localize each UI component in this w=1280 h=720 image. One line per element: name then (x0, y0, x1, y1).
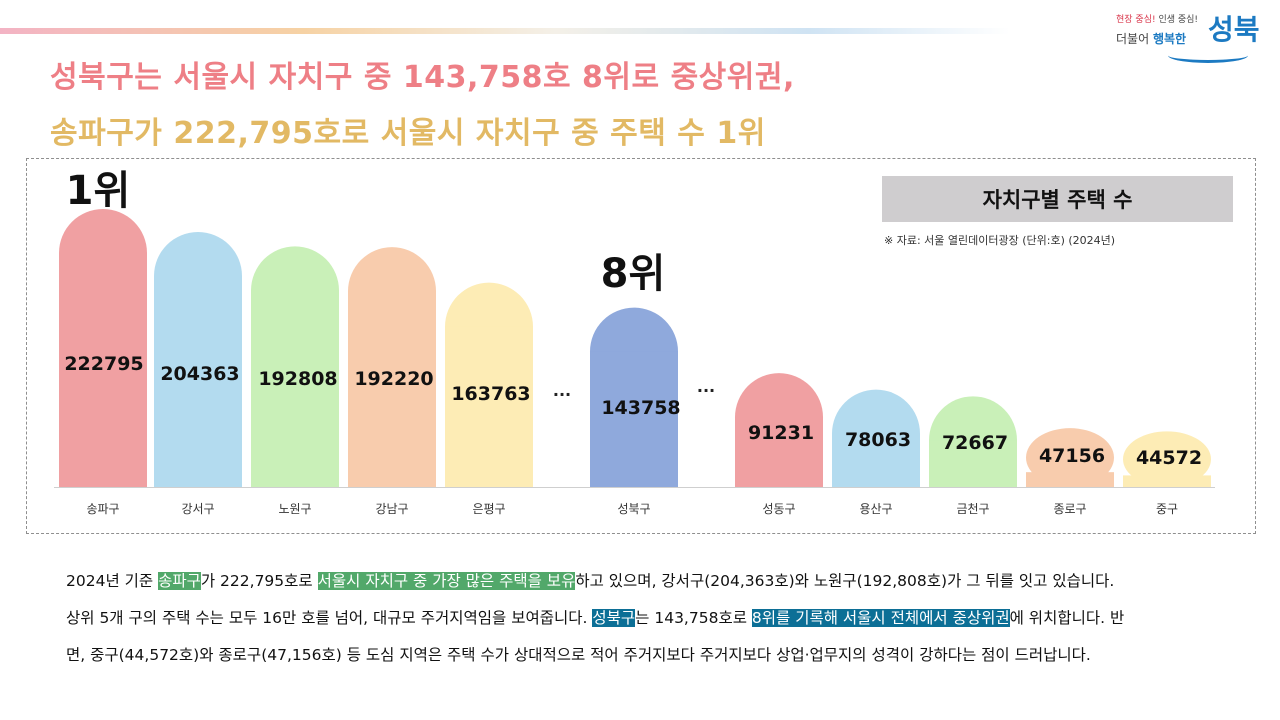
gap-ellipsis-2: ... (697, 377, 715, 396)
summary-text: 면, 중구(44,572호)와 종로구(47,156호) 등 도심 지역은 주택… (66, 646, 1091, 664)
summary-text: 에 위치합니다. 반 (1009, 609, 1125, 627)
bar-body-gangnam (348, 291, 436, 487)
bar-body-eunpyeong (445, 326, 533, 487)
bar-body-seongdong (735, 417, 823, 487)
value-label-seongdong: 91231 (748, 422, 814, 444)
chart-frame (26, 158, 1256, 534)
value-label-eunpyeong: 163763 (451, 383, 530, 405)
summary-text: 상위 5개 구의 주택 수는 모두 16만 호를 넘어, 대규모 주거지역임을 … (66, 609, 593, 627)
category-label-gangseo: 강서구 (181, 502, 214, 516)
bar-body-junggu (1123, 475, 1211, 487)
category-label-seongdong: 성동구 (762, 502, 795, 516)
category-label-seongbuk: 성북구 (617, 502, 650, 516)
value-label-gangnam: 192220 (354, 368, 433, 390)
highlight-text: 서울시 자치구 중 가장 많은 주택을 보유 (317, 572, 576, 590)
category-label-yongsan: 용산구 (859, 502, 892, 516)
summary-text: 하고 있으며, 강서구(204,363호)와 노원구(192,808호)가 그 … (575, 572, 1115, 590)
top-gradient-line (0, 28, 1010, 34)
bar-body-songpa (59, 253, 147, 487)
summary-paragraph-2: 상위 5개 구의 주택 수는 모두 16만 호를 넘어, 대규모 주거지역임을 … (66, 606, 1246, 630)
logo-wordmark: 성북 (1208, 13, 1260, 46)
headline-line-1: 성북구는 서울시 자치구 중 143,758호 8위로 중상위권, (50, 60, 795, 95)
value-label-seongbuk: 143758 (601, 397, 680, 419)
category-label-jongno: 종로구 (1053, 502, 1086, 516)
summary-text: 2024년 기준 (66, 572, 159, 590)
highlight-text: 8위를 기록해 서울시 전체에서 중상위권 (751, 609, 1010, 627)
logo-subtitle: 더불어 행복한 (1116, 32, 1187, 46)
value-label-songpa: 222795 (64, 353, 143, 375)
value-label-junggu: 44572 (1136, 447, 1202, 469)
category-label-nowon: 노원구 (278, 502, 311, 516)
category-label-eunpyeong: 은평구 (472, 502, 505, 516)
bar-body-jongno (1026, 472, 1114, 487)
category-label-geumcheon: 금천구 (956, 501, 989, 516)
logo-slogan: 현장 중심! 인생 중심! (1116, 15, 1199, 25)
headline-line-2: 송파구가 222,795호로 서울시 자치구 중 주택 수 1위 (50, 116, 766, 151)
value-label-nowon: 192808 (258, 368, 337, 390)
chart-source-note: ※ 자료: 서울 열린데이터광장 (단위:호) (2024년) (884, 234, 1116, 247)
chart-title: 자치구별 주택 수 (882, 176, 1233, 222)
highlight-text: 성북구 (592, 609, 636, 627)
summary-paragraph-1: 2024년 기준 송파구가 222,795호로 서울시 자치구 중 가장 많은 … (66, 569, 1246, 593)
value-label-yongsan: 78063 (845, 429, 911, 451)
category-label-gangnam: 강남구 (375, 502, 408, 516)
gap-ellipsis-1: ... (553, 381, 571, 400)
bar-junggu (1123, 431, 1211, 487)
bar-body-geumcheon (929, 440, 1017, 487)
category-label-songpa: 송파구 (86, 502, 119, 516)
category-label-junggu: 중구 (1156, 502, 1178, 516)
bar-body-nowon (251, 290, 339, 487)
value-label-jongno: 47156 (1039, 445, 1105, 467)
bar-body-seongbuk (590, 351, 678, 487)
rank-annotation-2: 8위 (601, 251, 666, 297)
summary-text: 가 222,795호로 (200, 572, 318, 590)
logo-smile-arc (1168, 48, 1248, 63)
summary-paragraph-3: 면, 중구(44,572호)와 종로구(47,156호) 등 도심 지역은 주택… (66, 643, 1246, 667)
bar-body-gangseo (154, 275, 242, 487)
value-label-gangseo: 204363 (160, 363, 239, 385)
value-label-geumcheon: 72667 (942, 432, 1008, 454)
rank-annotation-1: 1위 (66, 168, 131, 214)
bar-body-yongsan (832, 433, 920, 487)
summary-text: 는 143,758호로 (635, 609, 752, 627)
highlight-text: 송파구 (158, 572, 201, 590)
district-logo: 현장 중심! 인생 중심! 더불어 행복한 성북 (1112, 8, 1272, 63)
